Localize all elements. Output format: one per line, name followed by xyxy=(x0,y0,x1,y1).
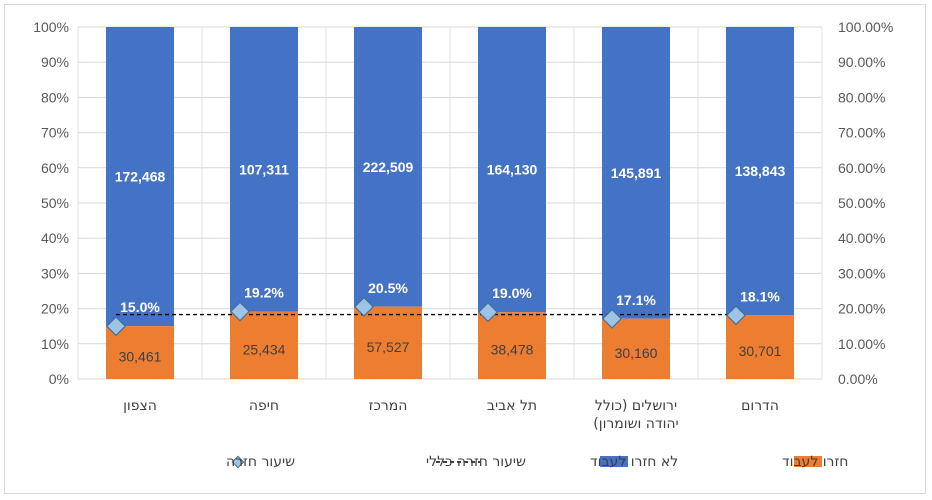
bar-not-returned xyxy=(602,27,670,319)
legend-swatch-return-rate xyxy=(231,455,245,469)
y-axis-left: 0% 10% 20% 30% 40% 50% 60% 70% 80% 90% 100% xyxy=(33,19,69,387)
category-label: חיפה xyxy=(249,398,279,414)
y-right-tick-label: 0.00% xyxy=(838,371,878,387)
y-right-tick-label: 100.00% xyxy=(838,19,893,35)
return-rate-marker xyxy=(105,316,127,337)
legend-label-overall-rate: שיעור חזרה כללי xyxy=(426,454,526,470)
data-label-return-rate: 18.1% xyxy=(740,288,780,304)
bar-not-returned xyxy=(106,27,174,327)
bar-not-returned xyxy=(726,27,794,316)
y-left-tick-label: 100% xyxy=(33,19,69,35)
return-rate-markers xyxy=(105,296,747,337)
y-left-tick-label: 0% xyxy=(49,371,69,387)
bar-returned xyxy=(230,311,298,379)
y-left-tick-label: 30% xyxy=(41,265,69,281)
data-label-not-returned: 138,843 xyxy=(735,163,786,179)
data-label-not-returned: 164,130 xyxy=(487,162,538,178)
bar-returned xyxy=(602,318,670,379)
legend-label-not-returned: לא חזרו לעבוד xyxy=(590,454,678,470)
data-label-return-rate: 20.5% xyxy=(368,280,408,296)
data-label-returned: 25,434 xyxy=(243,341,286,357)
y-right-tick-label: 60.00% xyxy=(838,160,885,176)
category-label: המרכז xyxy=(369,398,408,414)
x-axis-categories: הצפון חיפה המרכז תל אביב ירושלים (כולל יהודה … xyxy=(123,398,779,432)
bar-not-returned xyxy=(354,27,422,307)
y-right-tick-label: 10.00% xyxy=(838,336,885,352)
y-right-tick-label: 50.00% xyxy=(838,195,885,211)
y-left-tick-label: 20% xyxy=(41,301,69,317)
legend-label-returned: חזרו לעבוד xyxy=(782,454,848,470)
data-labels: 172,468 30,461 15.0% 107,311 25,434 19.2% 222,… xyxy=(115,159,786,365)
data-label-not-returned: 222,509 xyxy=(363,159,414,175)
return-rate-marker xyxy=(353,296,375,317)
category-label: ירושלים (כולל xyxy=(595,398,677,414)
legend-swatch-not-returned xyxy=(600,456,628,467)
bars xyxy=(106,27,794,379)
category-label: יהודה ושומרון) xyxy=(593,416,678,432)
category-label: הצפון xyxy=(123,398,157,414)
y-right-tick-label: 30.00% xyxy=(838,265,885,281)
data-label-return-rate: 15.0% xyxy=(120,299,160,315)
data-label-returned: 30,160 xyxy=(615,345,658,361)
data-label-returned: 30,701 xyxy=(739,343,782,359)
bar-returned xyxy=(478,312,546,379)
data-label-returned: 30,461 xyxy=(119,349,162,365)
data-label-return-rate: 17.1% xyxy=(616,292,656,308)
bar-returned xyxy=(354,306,422,379)
data-label-returned: 57,527 xyxy=(367,339,410,355)
legend: חזרו לעבוד לא חזרו לעבוד שיעור חזרה כללי… xyxy=(226,454,848,470)
y-left-tick-label: 40% xyxy=(41,230,69,246)
category-label: הדרום xyxy=(741,398,779,414)
data-label-not-returned: 145,891 xyxy=(611,165,662,181)
category-label: תל אביב xyxy=(487,398,537,414)
y-right-tick-label: 40.00% xyxy=(838,230,885,246)
y-axis-right: 0.00% 10.00% 20.00% 30.00% 40.00% 50.00% 60.00… xyxy=(838,19,893,387)
y-right-tick-label: 70.00% xyxy=(838,125,885,141)
data-label-returned: 38,478 xyxy=(491,342,534,358)
return-rate-marker xyxy=(229,301,251,322)
bar-not-returned xyxy=(230,27,298,312)
y-left-tick-label: 60% xyxy=(41,160,69,176)
y-left-tick-label: 90% xyxy=(41,54,69,70)
y-right-tick-label: 80.00% xyxy=(838,89,885,105)
legend-label-return-rate: שיעור חזרה xyxy=(226,454,295,470)
y-left-tick-label: 10% xyxy=(41,336,69,352)
y-right-tick-label: 90.00% xyxy=(838,54,885,70)
data-label-return-rate: 19.0% xyxy=(492,285,532,301)
bar-not-returned xyxy=(478,27,546,313)
grid xyxy=(77,26,823,380)
legend-swatch-returned xyxy=(794,456,822,467)
bar-returned xyxy=(106,326,174,379)
data-label-return-rate: 19.2% xyxy=(244,284,284,300)
y-left-tick-label: 70% xyxy=(41,125,69,141)
bar-returned xyxy=(726,315,794,379)
return-rate-marker xyxy=(601,308,623,329)
y-left-tick-label: 50% xyxy=(41,195,69,211)
data-label-not-returned: 107,311 xyxy=(239,161,289,177)
return-rate-marker xyxy=(725,305,747,326)
data-label-not-returned: 172,468 xyxy=(115,169,166,185)
return-rate-marker xyxy=(477,302,499,323)
y-right-tick-label: 20.00% xyxy=(838,301,885,317)
y-left-tick-label: 80% xyxy=(41,89,69,105)
